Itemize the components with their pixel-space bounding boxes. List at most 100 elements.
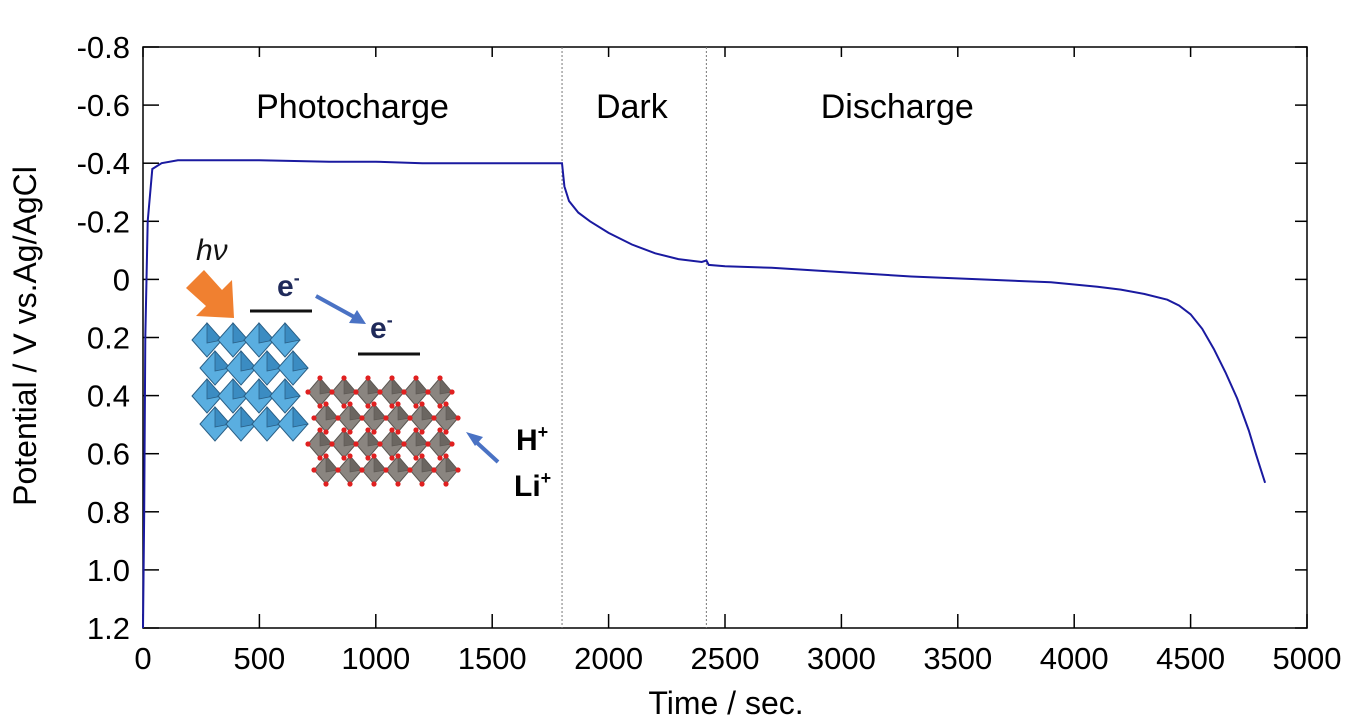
y-tick-label: 0.6 xyxy=(87,437,130,472)
region-label: Discharge xyxy=(821,88,974,126)
oxygen-atom xyxy=(317,427,323,433)
oxygen-atom xyxy=(419,429,425,435)
electron-transfer-arrow xyxy=(315,294,357,320)
y-tick-label: -0.4 xyxy=(77,146,130,181)
crystal-2-facet xyxy=(367,377,381,395)
oxygen-atom xyxy=(425,441,431,447)
crystal-1-facet xyxy=(240,349,257,372)
region-label: Dark xyxy=(596,88,669,126)
crystal-2-facet xyxy=(349,403,363,421)
crystal-2-facet xyxy=(445,455,459,473)
oxygen-atom xyxy=(335,415,341,421)
oxygen-atom xyxy=(425,389,431,395)
electron-label-1: e- xyxy=(277,268,300,303)
y-tick-label: -0.2 xyxy=(77,204,130,239)
crystal-1-facet xyxy=(284,377,301,400)
crystal-2-facet xyxy=(367,429,381,447)
oxygen-atom xyxy=(353,441,359,447)
oxygen-atom xyxy=(365,455,371,461)
oxygen-atom xyxy=(323,453,329,459)
oxygen-atom xyxy=(371,481,377,487)
y-tick-label: 0.8 xyxy=(87,495,130,530)
crystal-2-facet xyxy=(349,455,363,473)
y-tick-label: -0.6 xyxy=(77,88,130,123)
oxygen-atom xyxy=(407,467,413,473)
oxygen-atom xyxy=(395,481,401,487)
oxygen-atom xyxy=(347,453,353,459)
oxygen-atom xyxy=(431,415,437,421)
crystal-2-facet xyxy=(439,377,453,395)
x-tick-label: 1500 xyxy=(458,641,527,676)
y-axis-ticks: -0.8 -0.6 -0.4 -0.2 0 0.2 0.4 0.6 0.8 1.0 1.2 xyxy=(77,30,1307,646)
x-tick-label: 5000 xyxy=(1273,641,1342,676)
oxygen-atom xyxy=(413,375,419,381)
crystal-1-facet xyxy=(292,405,309,428)
oxygen-atom xyxy=(395,453,401,459)
oxygen-atom xyxy=(383,467,389,473)
crystal-2-facet xyxy=(445,403,459,421)
crystal-1-facet xyxy=(206,321,223,344)
oxygen-atom xyxy=(401,441,407,447)
oxygen-atom xyxy=(353,389,359,395)
x-tick-label: 2500 xyxy=(691,641,760,676)
electron-label-2: e- xyxy=(370,310,393,345)
y-tick-label: 0.4 xyxy=(87,379,130,414)
crystal-2-facet xyxy=(391,377,405,395)
crystal-2-facet xyxy=(415,377,429,395)
crystal-2-facet xyxy=(319,377,333,395)
ion-charge-li: + xyxy=(541,468,552,488)
oxygen-atom xyxy=(389,427,395,433)
electron-charge-1: - xyxy=(294,268,300,288)
oxygen-atom xyxy=(419,481,425,487)
oxygen-atom xyxy=(347,481,353,487)
oxygen-atom xyxy=(443,481,449,487)
crystal-2-facet xyxy=(325,455,339,473)
oxygen-atom xyxy=(395,429,401,435)
crystal-2-facet xyxy=(373,455,387,473)
oxygen-atom xyxy=(371,453,377,459)
electron-charge-2: - xyxy=(387,310,393,330)
region-dividers xyxy=(561,47,707,628)
oxygen-atom xyxy=(443,401,449,407)
y-tick-label: 0 xyxy=(113,262,130,297)
oxygen-atom xyxy=(341,427,347,433)
oxygen-atom xyxy=(437,427,443,433)
crystal-1-facet xyxy=(206,377,223,400)
oxygen-atom xyxy=(341,455,347,461)
plot-frame xyxy=(142,46,1308,629)
x-tick-label: 4500 xyxy=(1156,641,1225,676)
oxygen-atom xyxy=(365,375,371,381)
oxygen-atom xyxy=(389,455,395,461)
ion-label-li-text: Li xyxy=(514,470,541,503)
oxygen-atom xyxy=(401,389,407,395)
oxygen-atom xyxy=(437,403,443,409)
ion-insertion-arrow xyxy=(472,438,500,464)
x-tick-label: 1000 xyxy=(341,641,410,676)
x-tick-label: 4000 xyxy=(1040,641,1109,676)
potential-curve xyxy=(142,159,1267,629)
crystal-1-facet xyxy=(214,349,231,372)
x-tick-label: 3500 xyxy=(923,641,992,676)
crystal-1-facet xyxy=(214,405,231,428)
crystal-1-facet xyxy=(266,405,283,428)
crystal-2-facet xyxy=(319,429,333,447)
y-tick-label: -0.8 xyxy=(77,30,130,65)
y-tick-label: 1.0 xyxy=(87,553,130,588)
oxygen-atom xyxy=(317,375,323,381)
oxygen-atom xyxy=(389,375,395,381)
x-tick-label: 2000 xyxy=(574,641,643,676)
crystal-structure-1 xyxy=(191,321,309,442)
x-tick-label: 500 xyxy=(234,641,286,676)
oxygen-atom xyxy=(449,441,455,447)
oxygen-atom xyxy=(455,415,461,421)
x-axis-ticks: 0 500 1000 1500 2000 2500 3000 3500 4000 4500 5000 xyxy=(134,47,1341,676)
oxygen-atom xyxy=(347,401,353,407)
ion-charge-h: + xyxy=(538,422,549,442)
oxygen-atom xyxy=(341,375,347,381)
crystal-1-facet xyxy=(258,321,275,344)
oxygen-atom xyxy=(371,429,377,435)
crystal-1-facet xyxy=(232,321,249,344)
oxygen-atom xyxy=(323,401,329,407)
oxygen-atom xyxy=(419,453,425,459)
oxygen-atom xyxy=(305,389,311,395)
